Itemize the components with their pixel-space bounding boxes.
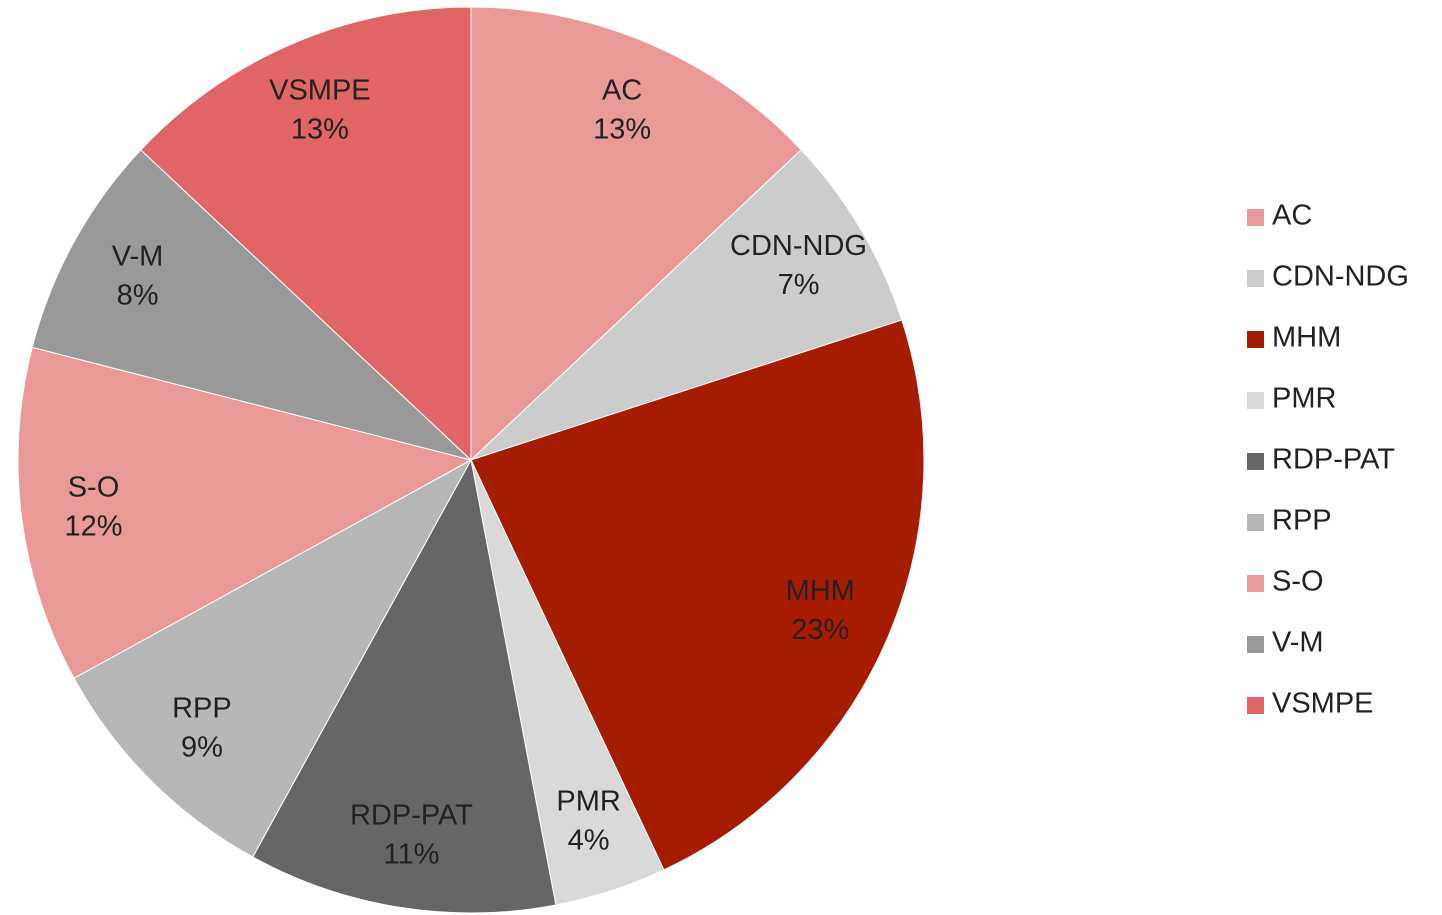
legend-label: V-M: [1272, 627, 1324, 659]
legend-swatch: [1247, 697, 1264, 714]
legend-swatch: [1247, 331, 1264, 348]
slice-label: V-M: [112, 240, 164, 272]
slice-label: PMR: [556, 786, 620, 818]
pie-slice: [140, 6, 472, 462]
slice-value: 7%: [778, 269, 820, 301]
slice-value: 11%: [384, 838, 440, 870]
legend-label: RDP-PAT: [1272, 444, 1395, 476]
slice-label: VSMPE: [269, 74, 371, 106]
slice-value: 4%: [568, 825, 610, 857]
legend-label: MHM: [1272, 322, 1341, 354]
slice-label: CDN-NDG: [730, 230, 867, 262]
legend-label: PMR: [1272, 383, 1336, 415]
legend-label: RPP: [1272, 505, 1332, 537]
slice-value: 13%: [291, 113, 349, 145]
slice-label: RDP-PAT: [350, 799, 473, 831]
slice-label: RPP: [172, 693, 232, 725]
legend-swatch: [1247, 209, 1264, 226]
slice-value: 23%: [791, 614, 849, 646]
slice-value: 13%: [593, 113, 651, 145]
legend-swatch: [1247, 575, 1264, 592]
slice-value: 9%: [181, 732, 223, 764]
legend-swatch: [1247, 392, 1264, 409]
slice-label: AC: [602, 74, 642, 106]
pie-slice: [470, 149, 903, 461]
pie-slice: [17, 346, 473, 679]
legend-label: VSMPE: [1272, 688, 1374, 720]
slice-value: 12%: [64, 510, 122, 542]
pie-slice: [31, 149, 472, 461]
pie-slice: [73, 458, 473, 858]
pie-slice: [470, 319, 925, 871]
slice-value: 8%: [117, 279, 159, 311]
pie-slice: [252, 458, 557, 914]
slice-label: S-O: [68, 471, 120, 503]
legend-label: S-O: [1272, 566, 1324, 598]
legend-swatch: [1247, 514, 1264, 531]
legend-label: CDN-NDG: [1272, 261, 1409, 293]
legend-label: AC: [1272, 200, 1312, 232]
pie-slice: [470, 6, 802, 462]
slice-label: MHM: [786, 575, 855, 607]
legend-swatch: [1247, 270, 1264, 287]
legend-swatch: [1247, 453, 1264, 470]
legend-swatch: [1247, 636, 1264, 653]
